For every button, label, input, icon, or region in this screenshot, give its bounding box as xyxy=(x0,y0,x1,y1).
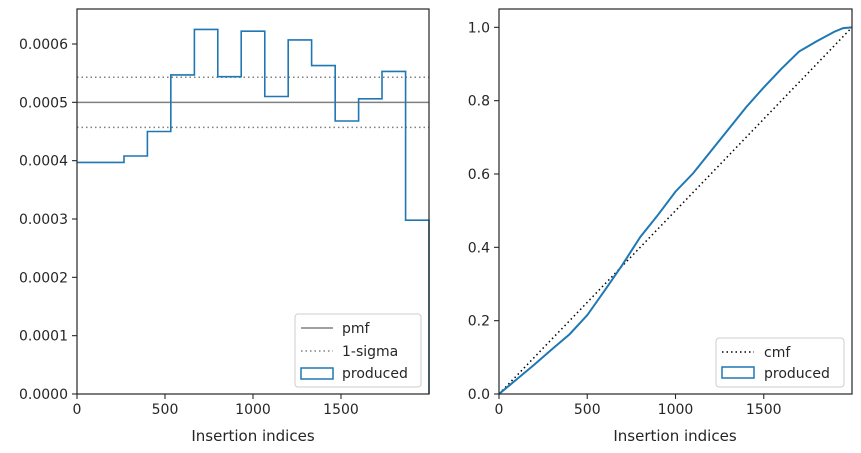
cmf-xtick-label: 1000 xyxy=(658,402,694,418)
cmf-xtick-label: 500 xyxy=(574,402,601,418)
histogram-legend: pmf 1-sigma produced xyxy=(294,313,422,388)
cmf-frame xyxy=(498,8,853,395)
cmf-ytick-label: 0.0 xyxy=(468,387,490,403)
cmf-legend: cmf produced xyxy=(715,337,845,388)
legend-produced-swatch xyxy=(300,367,334,380)
legend-pmf-label: pmf xyxy=(342,321,371,337)
cmf-xtick-label: 0 xyxy=(495,402,504,418)
produced-step xyxy=(77,28,430,394)
histogram-ytick-label: 0.0000 xyxy=(19,387,68,403)
cmf-panel: 0 500 1000 1500 0.0 0.2 0.4 0.6 0.8 1.0 Insertion… xyxy=(468,8,853,445)
histogram-ytick-label: 0.0004 xyxy=(19,154,68,170)
histogram-xtick-label: 1000 xyxy=(235,402,271,418)
cmf-xlabel: Insertion indices xyxy=(613,427,736,445)
cmf-ticks: 0 500 1000 1500 0.0 0.2 0.4 0.6 0.8 1.0 xyxy=(468,20,782,418)
histogram-panel: 0 500 1000 1500 0.0000 0.0001 0.0002 0.0003 0.00… xyxy=(19,8,430,445)
histogram-ytick-label: 0.0006 xyxy=(19,37,68,53)
histogram-xtick-label: 500 xyxy=(152,402,179,418)
histogram-ticks: 0 500 1000 1500 0.0000 0.0001 0.0002 0.0003 0.00… xyxy=(19,37,359,418)
cmf-marks xyxy=(498,26,853,395)
cmf-ytick-label: 0.4 xyxy=(468,240,490,256)
cmf-ytick-label: 0.8 xyxy=(468,94,490,110)
histogram-ytick-label: 0.0002 xyxy=(19,270,68,286)
legend-cmf-produced-swatch xyxy=(721,366,755,379)
histogram-xtick-label: 1500 xyxy=(323,402,359,418)
histogram-ytick-label: 0.0005 xyxy=(19,95,68,111)
cmf-ytick-label: 1.0 xyxy=(468,20,490,36)
produced-cumulative-line xyxy=(498,26,853,395)
cmf-ytick-label: 0.2 xyxy=(468,314,490,330)
cmf-xtick-label: 1500 xyxy=(746,402,782,418)
cmf-line xyxy=(498,26,853,395)
histogram-xtick-label: 0 xyxy=(73,402,82,418)
histogram-marks xyxy=(77,28,430,394)
legend-produced-label: produced xyxy=(342,366,408,382)
histogram-ytick-label: 0.0003 xyxy=(19,212,68,228)
cmf-ytick-label: 0.6 xyxy=(468,167,490,183)
legend-cmf-label: cmf xyxy=(764,345,791,361)
histogram-frame xyxy=(76,8,430,395)
histogram-xlabel: Insertion indices xyxy=(191,427,314,445)
cmf-legend-box xyxy=(715,337,845,388)
legend-cmf-produced-label: produced xyxy=(764,366,830,382)
legend-sigma-label: 1-sigma xyxy=(342,344,398,360)
histogram-ytick-label: 0.0001 xyxy=(19,329,68,345)
